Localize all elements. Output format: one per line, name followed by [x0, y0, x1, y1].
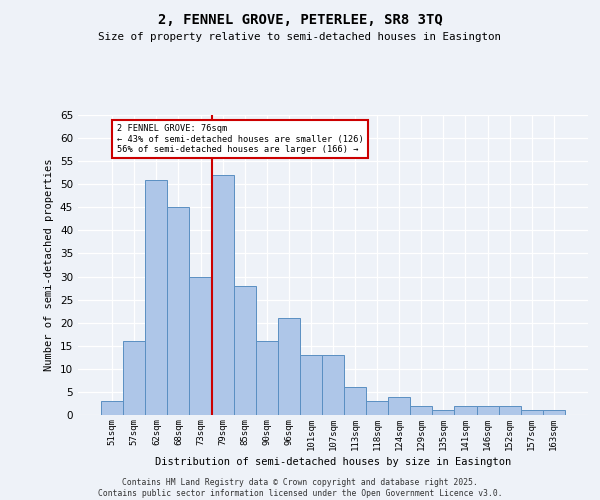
Bar [145, 180, 167, 415]
Bar [433, 410, 454, 415]
Y-axis label: Number of semi-detached properties: Number of semi-detached properties [44, 159, 55, 371]
Bar [167, 208, 190, 415]
Bar [123, 341, 145, 415]
Bar [212, 175, 233, 415]
Bar [344, 388, 366, 415]
Bar [499, 406, 521, 415]
Bar [476, 406, 499, 415]
Bar [521, 410, 543, 415]
Bar [388, 396, 410, 415]
Bar [543, 410, 565, 415]
Bar [300, 355, 322, 415]
Bar [101, 401, 123, 415]
Bar [190, 276, 212, 415]
Bar [366, 401, 388, 415]
Bar [278, 318, 300, 415]
Text: 2, FENNEL GROVE, PETERLEE, SR8 3TQ: 2, FENNEL GROVE, PETERLEE, SR8 3TQ [158, 12, 442, 26]
Bar [410, 406, 433, 415]
X-axis label: Distribution of semi-detached houses by size in Easington: Distribution of semi-detached houses by … [155, 457, 511, 467]
Text: 2 FENNEL GROVE: 76sqm
← 43% of semi-detached houses are smaller (126)
56% of sem: 2 FENNEL GROVE: 76sqm ← 43% of semi-deta… [116, 124, 364, 154]
Text: Contains HM Land Registry data © Crown copyright and database right 2025.
Contai: Contains HM Land Registry data © Crown c… [98, 478, 502, 498]
Text: Size of property relative to semi-detached houses in Easington: Size of property relative to semi-detach… [98, 32, 502, 42]
Bar [256, 341, 278, 415]
Bar [322, 355, 344, 415]
Bar [454, 406, 476, 415]
Bar [233, 286, 256, 415]
